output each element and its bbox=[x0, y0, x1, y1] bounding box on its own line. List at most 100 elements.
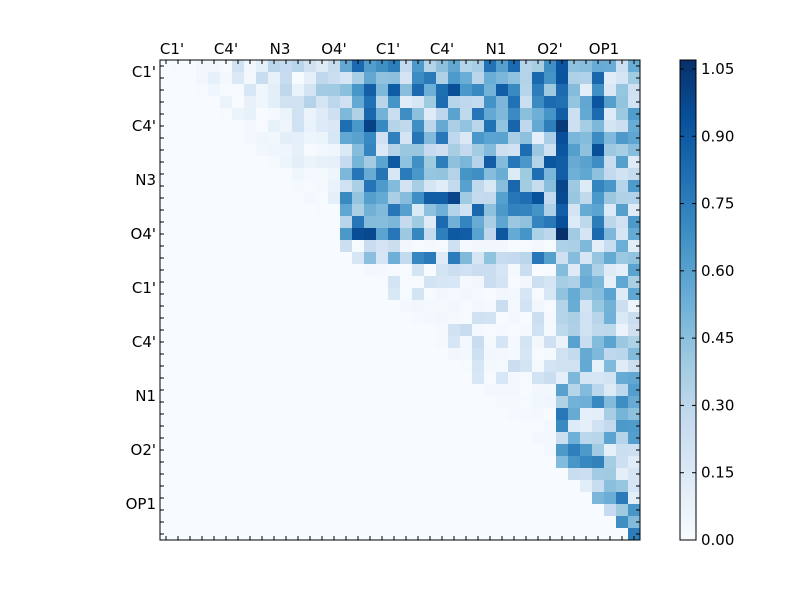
heatmap-cell bbox=[376, 492, 389, 505]
heatmap-cell bbox=[172, 132, 185, 145]
heatmap-cell bbox=[496, 144, 509, 157]
heatmap-cell bbox=[256, 312, 269, 325]
heatmap-cell bbox=[376, 72, 389, 85]
heatmap-cell bbox=[340, 396, 353, 409]
heatmap-cell bbox=[436, 84, 449, 97]
heatmap-cell bbox=[232, 72, 245, 85]
heatmap-cell bbox=[460, 384, 473, 397]
heatmap-cell bbox=[448, 60, 461, 73]
heatmap-cell bbox=[388, 420, 401, 433]
heatmap-cell bbox=[388, 408, 401, 421]
heatmap-cell bbox=[328, 72, 341, 85]
heatmap-cell bbox=[244, 348, 257, 361]
heatmap-cell bbox=[484, 288, 497, 301]
heatmap-cell bbox=[208, 516, 221, 529]
heatmap-cell bbox=[520, 276, 533, 289]
heatmap-cell bbox=[316, 420, 329, 433]
heatmap-cell bbox=[436, 456, 449, 469]
heatmap-cell bbox=[424, 144, 437, 157]
heatmap-cell bbox=[436, 444, 449, 457]
heatmap-cell bbox=[436, 396, 449, 409]
heatmap-cell bbox=[268, 456, 281, 469]
heatmap-cell bbox=[592, 252, 605, 265]
heatmap-cell bbox=[580, 360, 593, 373]
heatmap-cell bbox=[232, 384, 245, 397]
heatmap-cell bbox=[460, 96, 473, 109]
heatmap-cell bbox=[268, 372, 281, 385]
heatmap-cell bbox=[172, 480, 185, 493]
heatmap-cell bbox=[520, 468, 533, 481]
heatmap-cell bbox=[244, 108, 257, 121]
heatmap-cell bbox=[616, 360, 629, 373]
heatmap-cell bbox=[220, 156, 233, 169]
heatmap-cell bbox=[472, 60, 485, 73]
heatmap-cell bbox=[316, 96, 329, 109]
heatmap-cell bbox=[328, 480, 341, 493]
heatmap-cell bbox=[520, 300, 533, 313]
heatmap-cell bbox=[424, 204, 437, 217]
heatmap-cell bbox=[616, 348, 629, 361]
heatmap-cell bbox=[172, 84, 185, 97]
heatmap-cell bbox=[268, 480, 281, 493]
heatmap-cell bbox=[556, 420, 569, 433]
heatmap-cell bbox=[520, 324, 533, 337]
heatmap-cell bbox=[508, 96, 521, 109]
heatmap-cell bbox=[412, 468, 425, 481]
heatmap-cell bbox=[376, 288, 389, 301]
heatmap-cell bbox=[196, 216, 209, 229]
heatmap-cell bbox=[520, 156, 533, 169]
heatmap-cell bbox=[304, 180, 317, 193]
heatmap-cell bbox=[508, 132, 521, 145]
colorbar-tick-label: 0.30 bbox=[701, 396, 734, 414]
heatmap-cell bbox=[448, 156, 461, 169]
heatmap-cell bbox=[484, 528, 497, 541]
heatmap-cell bbox=[184, 264, 197, 277]
heatmap-cell bbox=[160, 264, 173, 277]
heatmap-cell bbox=[304, 372, 317, 385]
heatmap-cell bbox=[184, 276, 197, 289]
heatmap-cell bbox=[604, 204, 617, 217]
heatmap-cell bbox=[472, 396, 485, 409]
heatmap-cell bbox=[532, 504, 545, 517]
heatmap-cell bbox=[544, 468, 557, 481]
heatmap-cell bbox=[364, 312, 377, 325]
heatmap-cell bbox=[520, 96, 533, 109]
heatmap-cell bbox=[304, 228, 317, 241]
heatmap-cell bbox=[220, 144, 233, 157]
heatmap-cell bbox=[604, 84, 617, 97]
heatmap-cell bbox=[424, 324, 437, 337]
heatmap-cell bbox=[400, 120, 413, 133]
heatmap-cell bbox=[460, 348, 473, 361]
heatmap-cell bbox=[316, 132, 329, 145]
heatmap-cell bbox=[400, 204, 413, 217]
heatmap-cell bbox=[532, 360, 545, 373]
heatmap-cell bbox=[460, 108, 473, 121]
heatmap-cell bbox=[616, 240, 629, 253]
heatmap-cell bbox=[340, 180, 353, 193]
heatmap-cell bbox=[196, 456, 209, 469]
heatmap-cell bbox=[292, 408, 305, 421]
heatmap-cell bbox=[448, 252, 461, 265]
heatmap-cell bbox=[304, 132, 317, 145]
heatmap-cell bbox=[316, 228, 329, 241]
heatmap-cell bbox=[328, 252, 341, 265]
heatmap-cell bbox=[316, 432, 329, 445]
heatmap-cell bbox=[292, 72, 305, 85]
heatmap-cell bbox=[496, 384, 509, 397]
heatmap-cell bbox=[340, 300, 353, 313]
heatmap-cell bbox=[184, 420, 197, 433]
heatmap-cell bbox=[628, 324, 641, 337]
heatmap-cell bbox=[244, 168, 257, 181]
heatmap-cell bbox=[520, 396, 533, 409]
heatmap-cell bbox=[616, 192, 629, 205]
heatmap-cell bbox=[496, 360, 509, 373]
heatmap-cell bbox=[544, 408, 557, 421]
heatmap-cell bbox=[412, 120, 425, 133]
heatmap-cell bbox=[448, 408, 461, 421]
heatmap-cell bbox=[628, 252, 641, 265]
heatmap-cell bbox=[244, 396, 257, 409]
heatmap-cell bbox=[340, 168, 353, 181]
heatmap-cell bbox=[256, 384, 269, 397]
heatmap-cell bbox=[472, 216, 485, 229]
heatmap-cell bbox=[412, 396, 425, 409]
